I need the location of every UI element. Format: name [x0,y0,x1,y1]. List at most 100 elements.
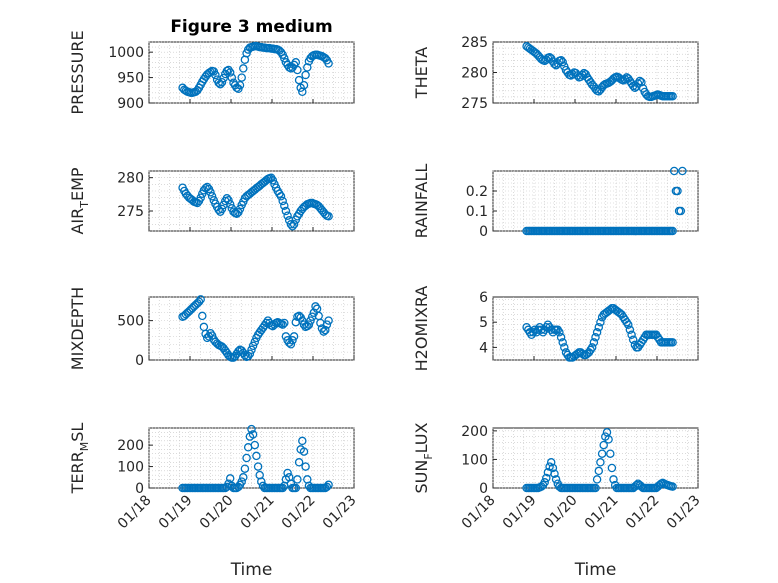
data-point [587,343,597,352]
y-tick-label: 0 [479,224,488,240]
data-point [224,196,233,205]
data-point [558,338,567,347]
data-point [555,328,564,337]
data-point [239,64,248,73]
y-axis-label: RAINFALL [412,164,431,239]
y-tick-label: 0.2 [466,184,488,200]
data-point [196,295,205,304]
data-point [550,469,559,478]
data-point [620,74,630,84]
data-point [289,332,299,341]
y-tick-label: 0.1 [466,204,488,220]
data-point [628,335,638,345]
y-tick-label: 0 [135,481,144,497]
y-axis-label: MIXDEPTH [68,287,87,370]
data-point [196,193,205,202]
subplot-title: Figure 3 medium [170,17,332,37]
data-point [668,338,677,347]
data-point [322,482,332,492]
data-point [234,347,243,356]
y-tick-label: 0 [135,353,144,369]
y-axis-label: TERRMSL [68,423,91,495]
y-axis-label: SUNFLUX [412,422,435,493]
data-point [299,447,309,456]
data-point [293,65,302,75]
subplot-sun_flux: 0 100 200 01/18 01/19 01/20 01/21 01/22 01/23 Tim… [412,422,704,580]
data-point [596,317,605,327]
data-point [248,430,258,439]
y-tick-label: 5 [479,315,488,331]
data-point [280,318,289,328]
x-axis-label: Time [574,560,617,580]
data-point [678,166,687,176]
x-tick-label: 01/19 [500,492,540,532]
data-point [324,212,333,221]
data-point [322,320,332,329]
data-point [546,458,556,467]
x-tick-label: 01/21 [582,492,622,532]
data-point [578,70,587,80]
data-point [324,480,333,490]
data-point [676,206,686,216]
data-point [607,463,617,473]
data-point [304,320,314,329]
data-point [248,341,258,351]
data-point [283,211,292,220]
y-tick-label: 280 [117,171,144,187]
data-point [278,196,287,206]
subplot-mixdepth: 0 500 MIXDEPTH [68,287,355,370]
y-tick-label: 100 [117,460,144,476]
subplot-air_temp: 275 280 AIRTEMP [68,167,355,235]
data-point [604,435,613,444]
data-point [278,320,287,329]
data-point [291,483,301,493]
data-point [257,477,266,486]
data-point [207,331,217,340]
data-point [214,78,223,87]
data-point [599,440,608,450]
data-point [219,73,228,83]
y-tick-label: 280 [461,66,488,82]
data-point [198,311,207,321]
data-point [217,204,227,214]
data-point [207,192,217,201]
subplot-rainfall: 0 0.1 0.2 RAINFALL [412,164,699,240]
x-tick-label: 01/20 [541,492,581,532]
data-point [239,473,248,482]
y-tick-label: 6 [479,290,488,306]
data-point [669,166,679,176]
data-point [560,343,569,352]
x-tick-label: 01/21 [238,492,278,532]
x-tick-label: 01/20 [197,492,237,532]
data-point [673,186,682,196]
data-point [235,204,245,214]
data-point [668,92,677,101]
data-point [291,58,301,67]
data-point [194,297,204,306]
data-point [243,351,253,361]
data-point [624,320,633,329]
y-tick-label: 900 [117,96,144,112]
data-point [551,475,561,484]
data-point [540,478,549,487]
y-tick-label: 4 [479,340,488,356]
data-point [225,200,235,209]
y-tick-label: 100 [461,452,488,468]
x-axis-label: Time [230,560,273,580]
data-point [235,80,245,90]
data-point [597,449,607,458]
data-point [247,345,256,355]
data-point [252,451,261,461]
data-point [556,333,566,342]
y-tick-label: 200 [117,438,144,454]
data-point [558,57,567,67]
data-point [286,340,296,349]
data-point [594,322,604,332]
y-axis-label: PRESSURE [68,30,87,114]
y-axis-label: H2OMIXRA [412,286,431,372]
data-point [283,468,292,478]
y-tick-label: 200 [461,424,488,440]
data-point [306,316,315,325]
data-point [594,466,604,476]
